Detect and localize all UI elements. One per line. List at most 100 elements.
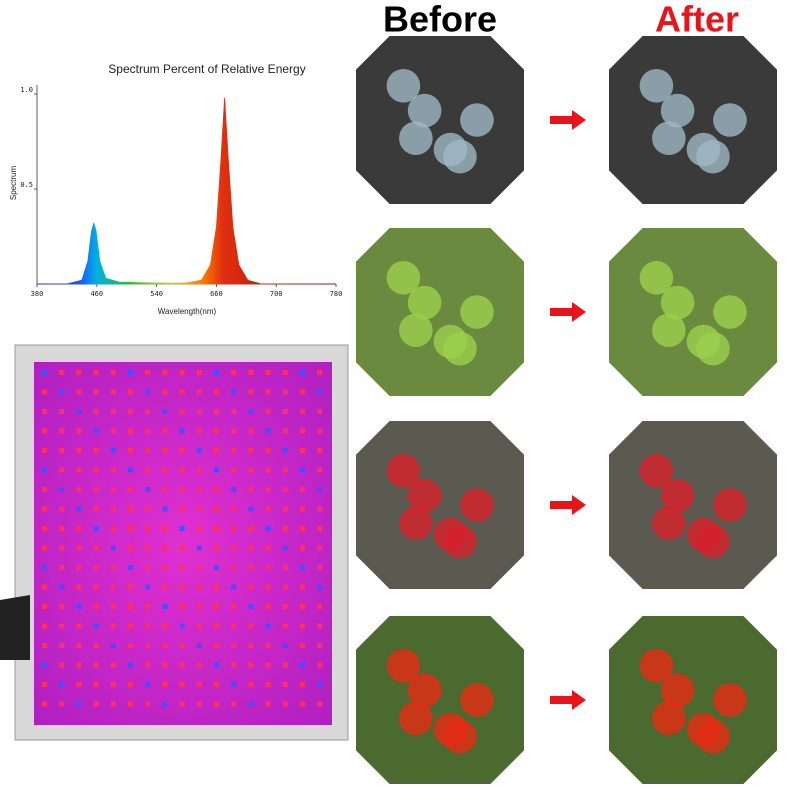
led [128, 604, 133, 609]
led [145, 662, 151, 668]
led [300, 584, 305, 590]
led [196, 643, 202, 648]
led [196, 389, 202, 395]
led [282, 428, 288, 434]
led [179, 506, 185, 512]
led [110, 584, 116, 590]
led [282, 370, 288, 375]
led [265, 409, 271, 414]
led [282, 526, 288, 531]
photo-detail [433, 712, 468, 747]
led [128, 389, 133, 395]
panel-face [34, 362, 332, 725]
led [93, 389, 99, 395]
led [110, 389, 116, 395]
led [145, 467, 151, 473]
photo-detail [713, 488, 747, 522]
after-heading: After [655, 0, 739, 40]
led [317, 526, 323, 531]
led [317, 389, 323, 395]
led [231, 662, 237, 668]
led [145, 565, 151, 570]
led [59, 506, 65, 512]
led [110, 448, 116, 453]
led [179, 565, 185, 570]
led [248, 662, 254, 668]
led [128, 584, 133, 590]
led [110, 545, 116, 551]
led [231, 370, 237, 375]
led [42, 623, 47, 629]
photo-detail [460, 488, 494, 522]
led [59, 409, 65, 414]
led [93, 370, 99, 375]
led [128, 662, 133, 668]
led [282, 643, 288, 648]
x-tick-label: 700 [270, 290, 283, 298]
led [179, 643, 185, 648]
led [93, 701, 99, 707]
led [128, 467, 133, 473]
led [110, 428, 116, 434]
led [265, 526, 271, 531]
led [300, 545, 305, 551]
photo-detail [686, 132, 721, 167]
photo-detail [399, 701, 433, 736]
led [265, 604, 271, 609]
led [265, 487, 271, 492]
led [179, 682, 185, 687]
led [300, 701, 305, 707]
photo-detail [386, 260, 421, 295]
led [248, 409, 254, 414]
led [179, 409, 185, 414]
led [59, 682, 65, 687]
led [231, 643, 237, 648]
led [162, 584, 168, 590]
led [248, 643, 254, 648]
led [42, 448, 47, 453]
led [93, 526, 99, 531]
photo-detail [713, 103, 747, 137]
arrow [550, 495, 586, 515]
led [317, 545, 323, 551]
led [248, 428, 254, 434]
led [162, 545, 168, 551]
x-tick-label: 380 [31, 290, 44, 298]
led [265, 565, 271, 570]
led [214, 506, 219, 512]
led [282, 565, 288, 570]
led [128, 701, 133, 707]
led [76, 428, 82, 434]
led [282, 604, 288, 609]
led [231, 545, 237, 551]
led [248, 682, 254, 687]
led [282, 487, 288, 492]
photo-detail [386, 648, 421, 683]
led [76, 682, 82, 687]
led [145, 682, 151, 687]
photo-detail [399, 506, 433, 541]
led [42, 467, 47, 473]
photo-detail [652, 701, 686, 736]
led [110, 409, 116, 414]
led [282, 448, 288, 453]
led [162, 526, 168, 531]
led [110, 467, 116, 473]
led [145, 389, 151, 395]
led [300, 467, 305, 473]
x-axis-label: Wavelength(nm) [158, 307, 217, 316]
photo-detail [433, 517, 468, 552]
led [231, 682, 237, 687]
led [42, 506, 47, 512]
led [59, 701, 65, 707]
after-photo [609, 228, 777, 396]
led [162, 623, 168, 629]
led [214, 584, 219, 590]
led [110, 565, 116, 570]
led [128, 506, 133, 512]
led [248, 448, 254, 453]
led [231, 467, 237, 473]
led [248, 604, 254, 609]
led [59, 448, 65, 453]
led [42, 565, 47, 570]
